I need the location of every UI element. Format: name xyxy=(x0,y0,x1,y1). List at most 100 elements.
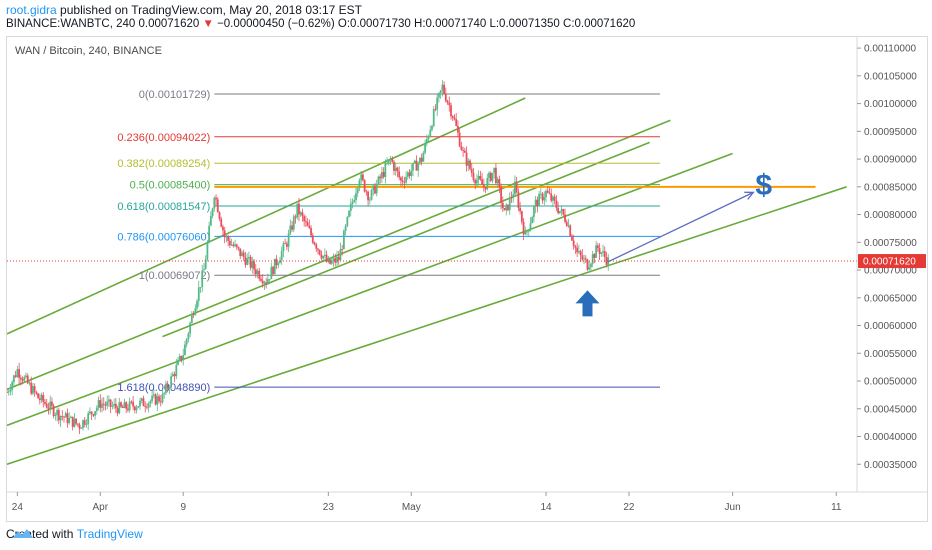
candle-body xyxy=(429,129,432,137)
channel-line xyxy=(7,152,733,427)
candle-body xyxy=(113,403,116,406)
candle-body xyxy=(275,258,278,266)
candle-body xyxy=(496,179,499,184)
candle-body xyxy=(130,401,133,403)
candle-body xyxy=(529,223,532,231)
candle-body xyxy=(182,355,185,361)
y-tick-label: 0.00055000 xyxy=(864,349,917,360)
candle-body xyxy=(531,217,534,224)
candle-body xyxy=(121,406,124,408)
candle-body xyxy=(446,101,449,103)
candle-body xyxy=(484,187,487,190)
x-tick-label: 11 xyxy=(831,502,842,513)
candle-body xyxy=(216,199,219,213)
candle-body xyxy=(175,364,178,377)
candle-body xyxy=(548,192,551,194)
candle-body xyxy=(163,392,166,395)
candle-body xyxy=(239,248,242,257)
candle-body xyxy=(187,333,190,339)
candle-body xyxy=(451,116,454,118)
candle-body xyxy=(436,97,439,110)
candle-body xyxy=(453,117,456,120)
candle-body xyxy=(147,403,150,408)
candle-body xyxy=(330,260,333,264)
candle-body xyxy=(128,401,131,411)
candle-body xyxy=(168,387,171,389)
fib-level-label: 0.5(0.00085400) xyxy=(130,180,211,192)
candle-body xyxy=(287,233,290,247)
candle-body xyxy=(18,369,20,378)
chart-panel[interactable]: 0(0.00101729) 0.236(0.00094022) 0.382(0.00… xyxy=(6,36,928,522)
y-tick-label: 0.00100000 xyxy=(864,99,917,110)
candle-body xyxy=(527,230,530,232)
candle-body xyxy=(591,254,594,264)
candle-body xyxy=(346,216,349,226)
candle-body xyxy=(184,344,186,356)
y-tick-label: 0.00070000 xyxy=(864,266,917,277)
candle-body xyxy=(560,209,563,212)
candle-body xyxy=(588,267,591,270)
candle-body xyxy=(386,163,388,165)
candle-body xyxy=(460,146,463,151)
candle-body xyxy=(9,389,12,392)
change-text: −0.00000450 (−0.62%) xyxy=(217,18,335,30)
candle-body xyxy=(507,204,509,211)
candle-body xyxy=(292,216,295,230)
y-tick-label: 0.00065000 xyxy=(864,293,917,304)
candle-body xyxy=(439,90,442,93)
y-tick-label: 0.00035000 xyxy=(864,460,917,471)
fib-level-label: 0.618(0.00081547) xyxy=(117,201,210,213)
y-tick-label: 0.00105000 xyxy=(864,71,917,82)
candle-body xyxy=(228,240,231,246)
x-tick-label: 23 xyxy=(323,502,335,513)
candle-body xyxy=(342,230,345,250)
candle-body xyxy=(35,391,38,394)
y-tick-label: 0.00085000 xyxy=(864,182,917,193)
candle-body xyxy=(533,206,535,218)
publisher-name[interactable]: root.gidra xyxy=(6,3,57,17)
candle-body xyxy=(40,394,43,401)
change-down-icon: ▼ xyxy=(202,18,214,30)
price-chart[interactable]: 0(0.00101729) 0.236(0.00094022) 0.382(0.00… xyxy=(7,37,927,521)
candle-body xyxy=(463,150,466,153)
candle-body xyxy=(457,125,459,133)
candle-body xyxy=(299,212,302,215)
candle-body xyxy=(391,158,394,162)
candle-body xyxy=(443,84,445,94)
candle-body xyxy=(152,394,155,396)
candle-body xyxy=(45,403,48,408)
candle-body xyxy=(265,282,268,285)
candle-body xyxy=(584,258,587,260)
candle-body xyxy=(64,413,67,418)
candle-body xyxy=(83,420,86,425)
candle-body xyxy=(432,109,435,127)
dollar-sign-annotation: $ xyxy=(755,169,772,202)
candle-body xyxy=(541,193,544,201)
candle-body xyxy=(476,179,478,184)
symbol-line: BINANCE:WANBTC, 240 0.00071620 ▼ −0.0000… xyxy=(6,18,635,30)
candle-body xyxy=(254,269,257,275)
candle-body xyxy=(296,203,299,218)
candle-body xyxy=(237,246,240,249)
tradingview-brand[interactable]: TradingView xyxy=(76,527,143,541)
candle-body xyxy=(558,211,561,214)
candle-body xyxy=(596,245,599,249)
candle-body xyxy=(280,251,283,261)
candle-body xyxy=(438,92,440,98)
candle-body xyxy=(104,404,107,406)
candle-body xyxy=(486,177,489,190)
candle-body xyxy=(462,150,464,151)
candle-body xyxy=(363,179,366,192)
candle-body xyxy=(251,261,254,268)
channel-line xyxy=(7,97,526,335)
candle-body xyxy=(144,406,147,407)
chart-title: WAN / Bitcoin, 240, BINANCE xyxy=(15,45,162,57)
candle-body xyxy=(368,199,371,201)
last-price-badge-label: 0.00071620 xyxy=(863,257,916,268)
candle-body xyxy=(315,244,318,249)
fib-level-label: 1.618(0.00048890) xyxy=(117,382,210,394)
candle-body xyxy=(358,180,361,189)
candle-body xyxy=(76,423,79,425)
candle-body xyxy=(304,221,307,223)
plot-area: 0(0.00101729) 0.236(0.00094022) 0.382(0.00… xyxy=(7,79,857,466)
